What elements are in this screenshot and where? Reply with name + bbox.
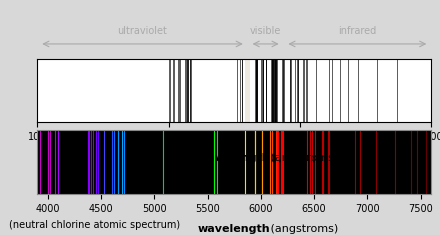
Text: (neutral chlorine atomic spectrum): (neutral chlorine atomic spectrum) <box>9 220 180 230</box>
Text: ultraviolet: ultraviolet <box>117 26 168 36</box>
Bar <box>245 59 250 122</box>
Text: wavelength: wavelength <box>198 153 271 163</box>
Text: (angstroms): (angstroms) <box>267 153 338 163</box>
Text: (angstroms): (angstroms) <box>267 224 338 235</box>
Text: visible: visible <box>250 26 281 36</box>
Text: wavelength: wavelength <box>198 224 271 235</box>
Text: infrared: infrared <box>338 26 377 36</box>
